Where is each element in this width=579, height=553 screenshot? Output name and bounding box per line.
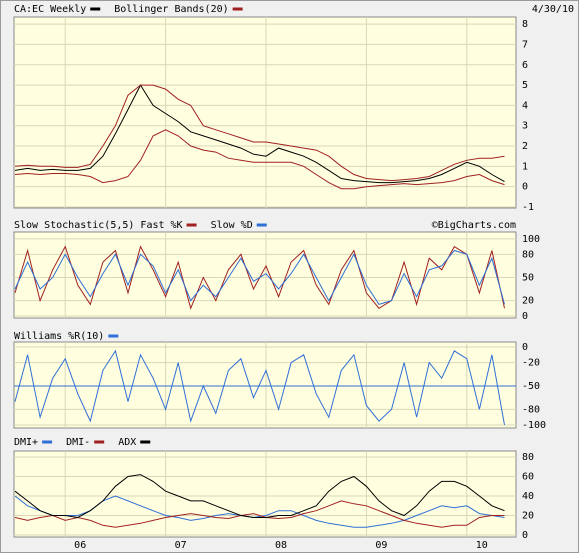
plot-area [13, 341, 517, 429]
y-tick-label: -100 [522, 420, 546, 431]
legend-label: CA:EC Weekly [14, 4, 86, 15]
y-tick-label: 1 [522, 161, 528, 172]
y-tick-label: 100 [522, 234, 540, 245]
series-line [14, 474, 505, 519]
x-tick-label: 09 [375, 540, 387, 551]
y-tick-label: 2 [522, 141, 528, 152]
date-label: 4/30/10 [532, 4, 574, 15]
y-tick-label: 0 [522, 530, 528, 541]
y-tick-label: 0 [522, 182, 528, 193]
plot-area [13, 450, 517, 538]
x-tick-label: 08 [275, 540, 287, 551]
x-tick-label: 07 [175, 540, 187, 551]
y-tick-label: 50 [522, 272, 534, 283]
legend-label: DMI- [66, 437, 90, 448]
y-tick-label: 80 [522, 452, 534, 463]
y-tick-label: 20 [522, 296, 534, 307]
y-tick-label: 8 [522, 19, 528, 30]
y-tick-label: 0 [522, 311, 528, 322]
y-tick-label: -20 [522, 358, 540, 369]
x-tick-label: 06 [74, 540, 86, 551]
y-tick-label: 6 [522, 60, 528, 71]
y-tick-label: 3 [522, 121, 528, 132]
y-tick-label: 60 [522, 472, 534, 483]
y-tick-label: 20 [522, 511, 534, 522]
series-line [14, 84, 505, 184]
legend-label: DMI+ [14, 437, 38, 448]
plot-area [13, 231, 517, 319]
legend-label: Bollinger Bands(20) [114, 4, 228, 15]
legend-label: Fast %K [140, 220, 182, 231]
y-tick-label: 4 [522, 100, 528, 111]
y-tick-label: -1 [522, 202, 534, 213]
series-line [14, 349, 505, 426]
y-tick-label: 40 [522, 491, 534, 502]
y-tick-label: 0 [522, 342, 528, 353]
legend-label: Williams %R(10) [14, 331, 104, 342]
legend-label: Slow %D [211, 220, 253, 231]
y-tick-label: -50 [522, 381, 540, 392]
legend-label: ADX [118, 437, 136, 448]
series-line [14, 500, 505, 528]
series-line [14, 129, 505, 190]
y-tick-label: 80 [522, 249, 534, 260]
x-tick-label: 10 [476, 540, 488, 551]
indicator-label: Slow Stochastic(5,5) [14, 220, 134, 231]
y-tick-label: 7 [522, 39, 528, 50]
y-tick-label: 5 [522, 80, 528, 91]
series-line [14, 249, 505, 305]
series-line [14, 84, 505, 182]
y-tick-label: -80 [522, 404, 540, 415]
plot-area [13, 16, 517, 209]
watermark: ©BigCharts.com [432, 220, 516, 231]
